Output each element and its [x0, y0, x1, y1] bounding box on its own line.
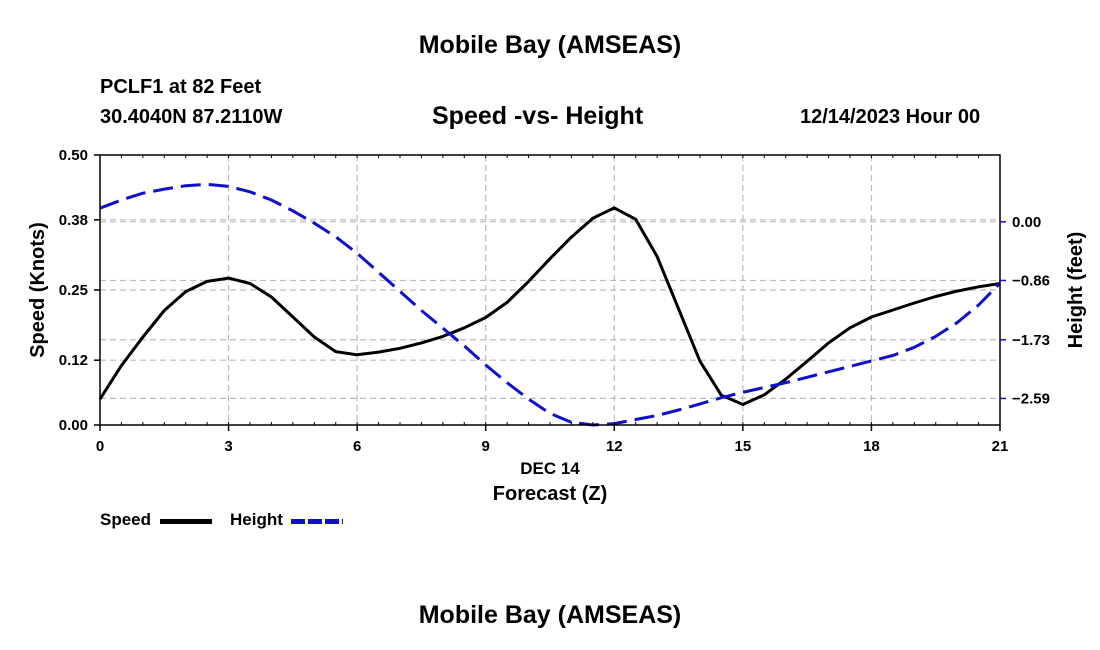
- x-tick-label: 3: [224, 438, 232, 455]
- y-left-tick-label: 0.50: [59, 147, 88, 164]
- x-tick-label: 12: [606, 438, 623, 455]
- y-right-tick-label: −1.73: [1012, 332, 1050, 349]
- y-axis-right-label: Height (feet): [1065, 232, 1087, 349]
- legend-height-label: Height: [230, 510, 283, 529]
- speed-height-chart: 0 3 6 9 12 15 18 21 0.00 0.12 0.25 0.38 0.50 0.00 −0.8…: [27, 147, 1087, 505]
- height-series-line: [99, 182, 1002, 427]
- y-axis-left-label: Speed (Knots): [27, 222, 49, 358]
- x-tick-label: 0: [96, 438, 104, 455]
- y-left-tick-label: 0.38: [59, 212, 88, 229]
- x-tick-label: 18: [863, 438, 880, 455]
- y-left-tick-label: 0.25: [59, 282, 88, 299]
- y-right-tick-label: −2.59: [1012, 390, 1050, 407]
- x-tick-label: 9: [482, 438, 490, 455]
- chart-title: Mobile Bay (AMSEAS): [418, 31, 682, 59]
- x-tick-label: 6: [353, 438, 361, 455]
- station-label: PCLF1 at 82 Feet: [100, 76, 262, 98]
- y-right-tick-label: −0.86: [1012, 272, 1050, 289]
- legend: Speed Height: [100, 508, 360, 532]
- legend-speed-swatch: [160, 519, 212, 524]
- y-left-tick-label: 0.12: [59, 352, 88, 369]
- legend-speed-label: Speed: [100, 510, 152, 529]
- legend-height-swatch: [291, 519, 343, 524]
- x-axis-label: Forecast (Z): [493, 483, 607, 505]
- speed-series-line: [98, 206, 1001, 406]
- x-tick-label: 15: [735, 438, 752, 455]
- chart-subtitle: Speed -vs- Height: [432, 102, 644, 130]
- date-label: 12/14/2023 Hour 00: [800, 106, 981, 128]
- y-right-tick-label: 0.00: [1012, 214, 1041, 231]
- x-date-label: DEC 14: [520, 459, 580, 478]
- footer-title: Mobile Bay (AMSEAS): [418, 601, 682, 629]
- coordinates-label: 30.4040N 87.2110W: [100, 106, 283, 128]
- x-tick-label: 21: [992, 438, 1009, 455]
- y-left-tick-label: 0.00: [59, 417, 88, 434]
